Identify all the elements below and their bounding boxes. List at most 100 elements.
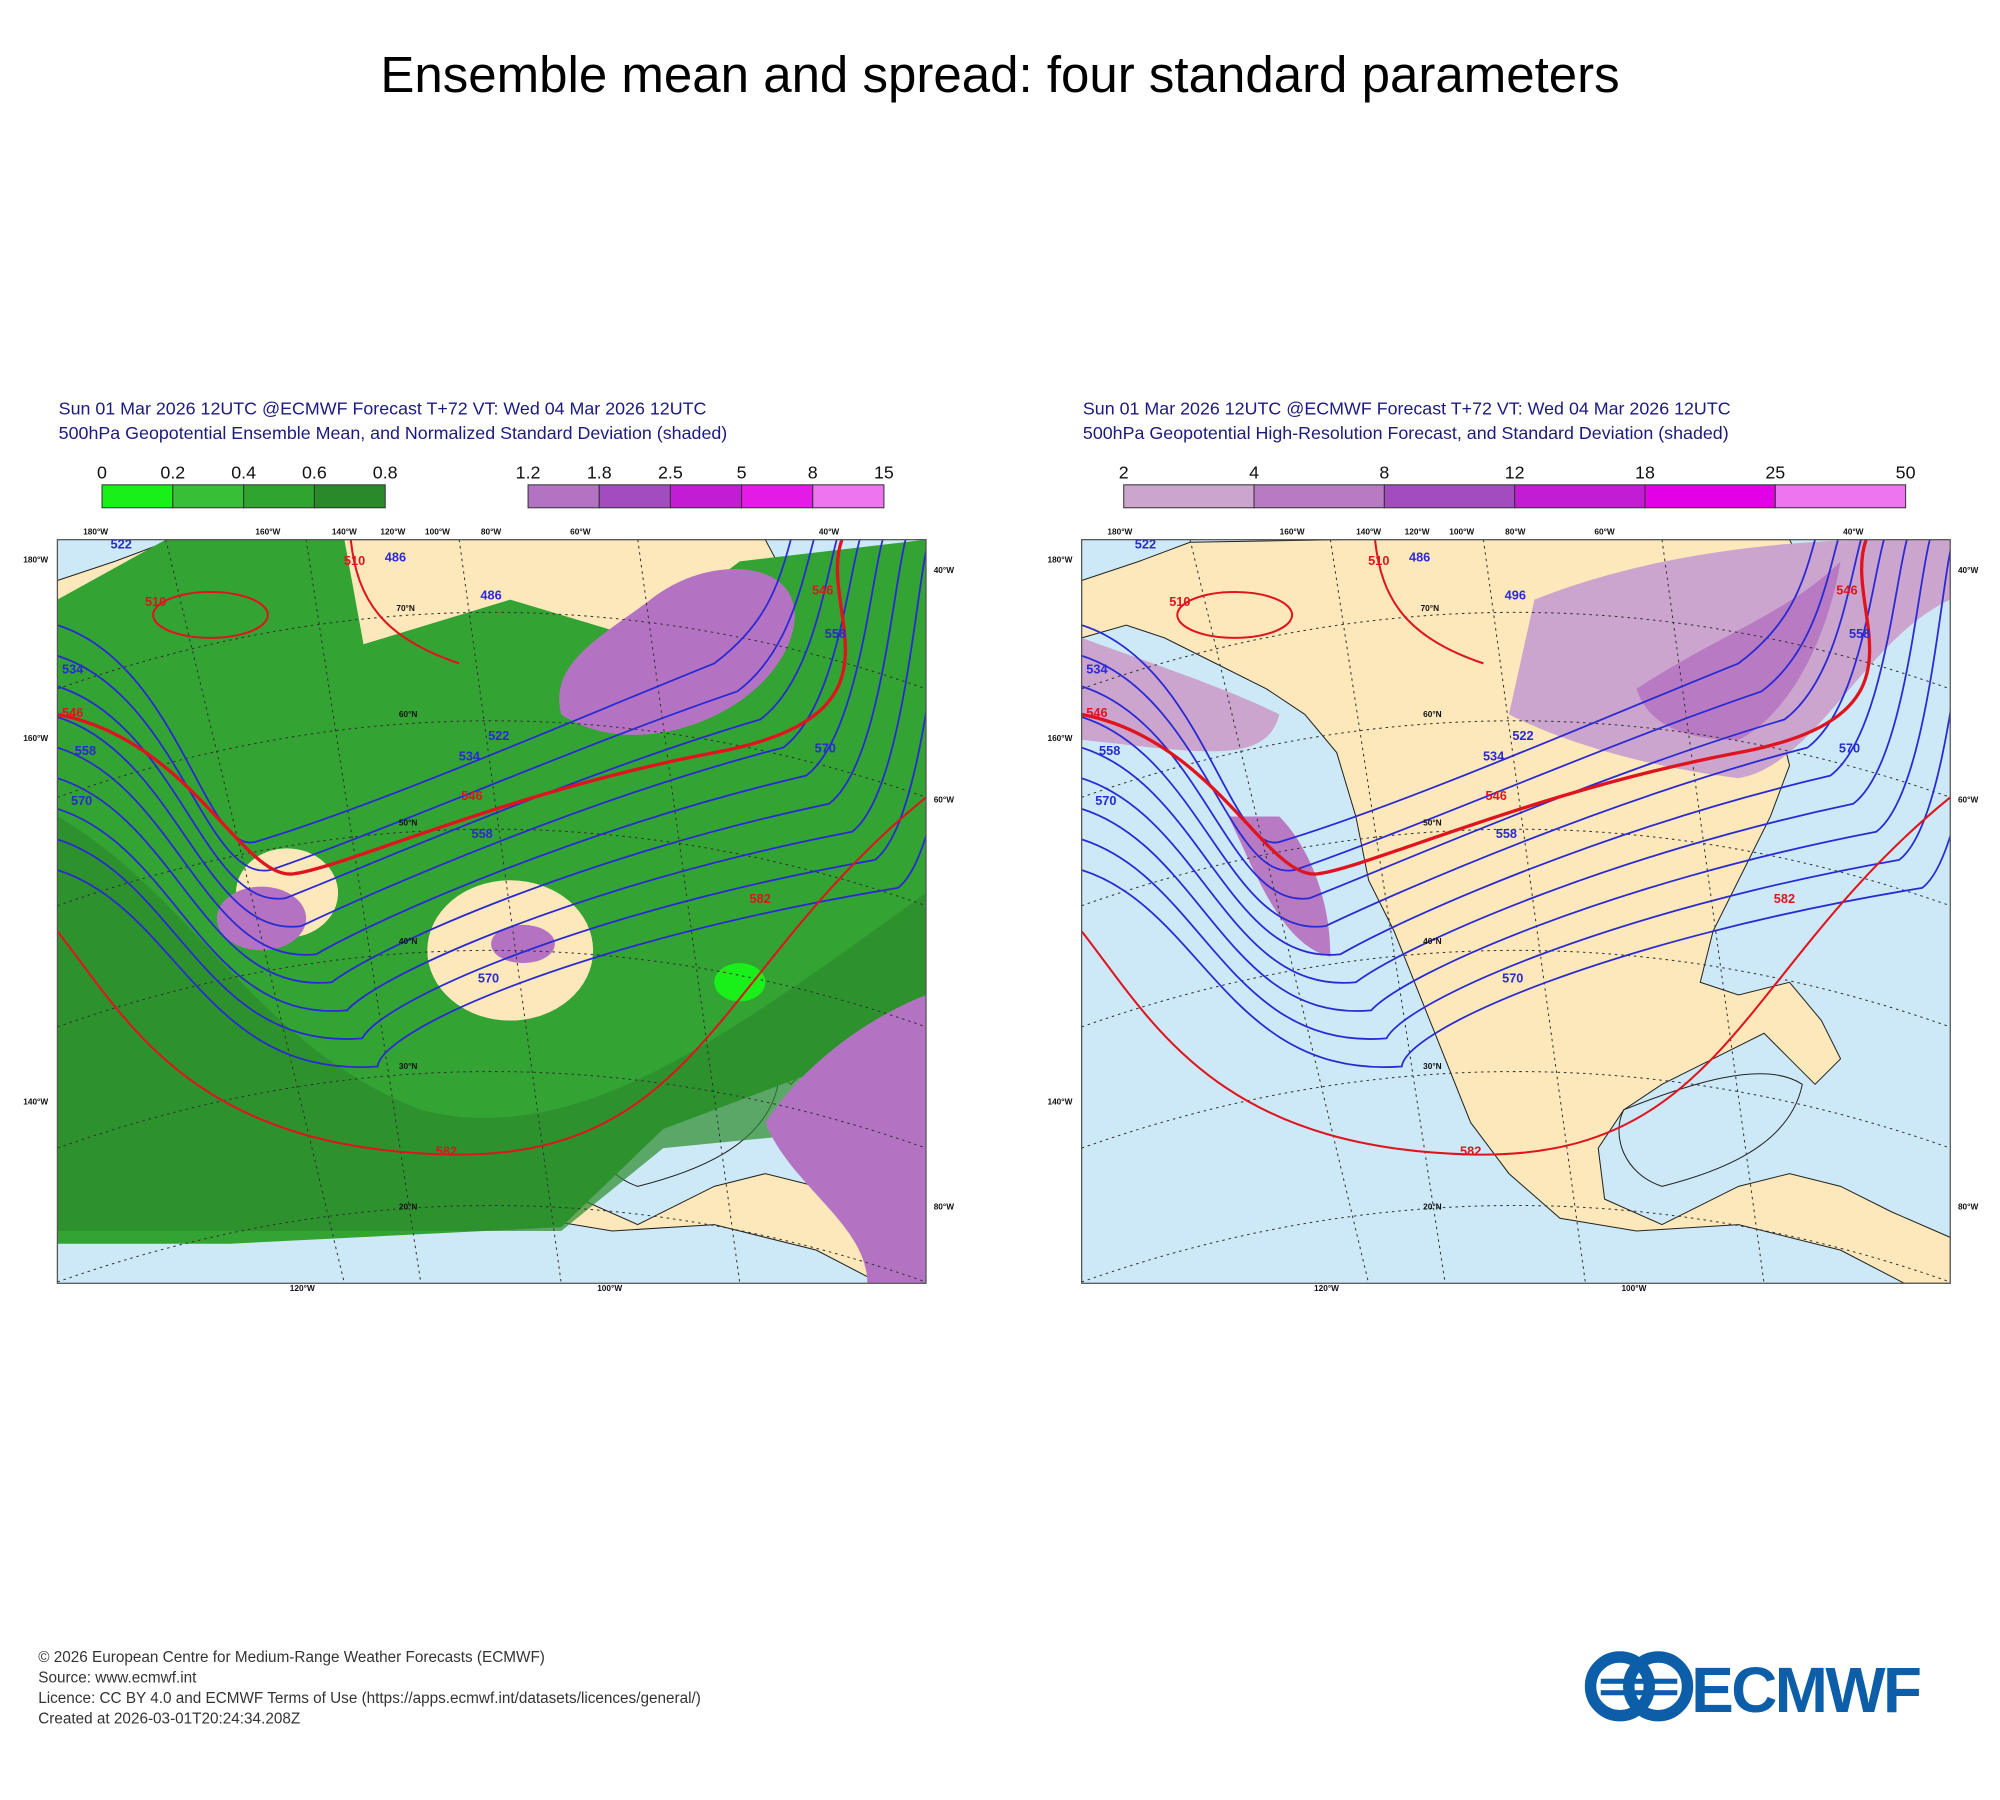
contour (57, 546, 927, 1012)
grid-label: 30°N (399, 1061, 418, 1071)
contour (57, 539, 792, 844)
contour (1081, 707, 1951, 1040)
grid-label: 40°N (399, 936, 418, 946)
contour-label: 510 (145, 594, 166, 609)
grid-label: 100°W (1449, 527, 1474, 537)
shading (57, 816, 927, 1231)
logo: ECMWF (1584, 1651, 1923, 1726)
colorbar-segment (527, 484, 600, 509)
contour (1081, 796, 1951, 1156)
contour-label: 522 (488, 728, 509, 743)
contour-label: 534 (62, 662, 84, 677)
graticule (1661, 539, 1765, 1284)
grid-label: 80°W (481, 527, 502, 537)
contour-label: 546 (1086, 705, 1107, 720)
contour (152, 590, 269, 639)
contour-label: 558 (1099, 743, 1120, 758)
contour-label: 510 (1169, 594, 1190, 609)
graticule (57, 828, 927, 907)
map-panel: Sun 01 Mar 2026 12UTC @ECMWF Forecast T+… (1047, 399, 1979, 1293)
contour-label: 522 (1512, 728, 1533, 743)
contour (57, 539, 884, 956)
colorbar-segment (1383, 484, 1516, 509)
contour-label: 486 (1409, 549, 1430, 564)
panel-header: Sun 01 Mar 2026 12UTC @ECMWF Forecast T+… (59, 399, 707, 419)
graticule (1081, 611, 1951, 690)
contour-label: 546 (62, 705, 83, 720)
footer: © 2026 European Centre for Medium-Range … (38, 1649, 701, 1727)
grid-label: 60°N (1423, 709, 1442, 719)
contour (57, 539, 907, 984)
contour-label: 522 (1135, 537, 1156, 552)
contour-label: 558 (825, 626, 846, 641)
colorbar-segment (243, 484, 315, 509)
grid-label: 60°W (1958, 794, 1979, 804)
panel-header: 500hPa Geopotential Ensemble Mean, and N… (59, 423, 728, 443)
grid-label: 60°W (570, 527, 591, 537)
grid-label: 140°W (1356, 527, 1381, 537)
grid-label: 20°N (399, 1201, 418, 1211)
graticule (1081, 949, 1951, 1028)
grid-label: 140°W (1047, 1097, 1072, 1107)
contour-label: 486 (385, 549, 406, 564)
graticule (57, 949, 927, 1028)
contour-label: 570 (1095, 793, 1116, 808)
grid-label: 70°N (1421, 603, 1440, 613)
grid-label: 30°N (1423, 1061, 1442, 1071)
grid-label: 60°W (934, 794, 955, 804)
grid-label: 120°W (1405, 527, 1430, 537)
grid-label: 40°N (1423, 936, 1442, 946)
colorbar-tick-label: 0.6 (302, 462, 327, 482)
contour-label: 582 (1460, 1144, 1481, 1159)
colorbar-tick-label: 15 (874, 462, 894, 482)
graticule (305, 539, 422, 1284)
footer-line: Source: www.ecmwf.int (38, 1670, 197, 1687)
grid-label: 40°W (819, 527, 840, 537)
contour (349, 539, 460, 665)
contour-label: 582 (436, 1144, 457, 1159)
contour (1081, 539, 1862, 900)
grid-label: 100°W (597, 1283, 622, 1293)
colorbar-tick-label: 8 (808, 462, 818, 482)
footer-line: Created at 2026-03-01T20:24:34.208Z (38, 1710, 300, 1727)
shading (491, 924, 555, 964)
contour (1081, 539, 1885, 928)
graticule (57, 1071, 927, 1149)
colorbar-segment (741, 484, 814, 509)
colorbar-segment (1123, 484, 1255, 509)
contour (57, 832, 927, 1068)
contour-label: 546 (1836, 583, 1857, 598)
contour-label: 534 (459, 748, 481, 763)
footer-line: © 2026 European Centre for Medium-Range … (38, 1649, 545, 1666)
contour-label: 522 (111, 537, 132, 552)
colorbar-segment (1514, 484, 1646, 509)
logo-mark (1584, 1651, 1655, 1722)
contour-label: 534 (1086, 662, 1108, 677)
shading (765, 995, 927, 1284)
contour-label: 486 (480, 588, 501, 603)
grid-label: 100°W (425, 527, 450, 537)
colorbar-tick-label: 5 (737, 462, 747, 482)
grid-label: 20°N (1423, 1201, 1442, 1211)
grid-label: 50°N (399, 817, 418, 827)
graticule (1081, 1205, 1951, 1283)
contour (1081, 539, 1872, 876)
grid-label: 60°N (399, 709, 418, 719)
grid-label: 140°W (332, 527, 357, 537)
contour (1176, 590, 1294, 639)
grid-label: 120°W (290, 1283, 315, 1293)
colorbar-segment (313, 484, 386, 509)
colorbar-segment (172, 484, 245, 509)
grid-label: 160°W (1047, 733, 1072, 743)
map-frame (56, 539, 927, 1284)
grid-label: 160°W (255, 527, 280, 537)
gulf (1618, 1073, 1803, 1187)
contour-label: 570 (1502, 970, 1523, 985)
colorbar-tick-label: 1.8 (587, 462, 612, 482)
graticule (1081, 720, 1951, 798)
contour (1081, 539, 1931, 984)
contour-label: 558 (1849, 626, 1870, 641)
colorbar-tick-label: 8 (1379, 462, 1389, 482)
contour (1081, 539, 1816, 844)
colorbar-segment (1644, 484, 1776, 509)
